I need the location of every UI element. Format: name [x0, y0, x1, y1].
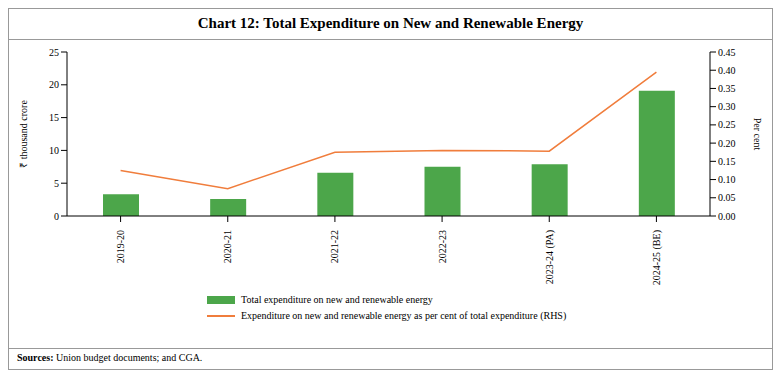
svg-text:5: 5	[54, 178, 59, 189]
svg-text:2021-22: 2021-22	[329, 230, 340, 263]
svg-text:0.00: 0.00	[718, 211, 736, 222]
html-text:Chart 12: Total Expenditure on: Chart 12: Total Expenditure on New and R…	[197, 15, 584, 31]
svg-text:0.40: 0.40	[718, 65, 736, 76]
svg-text:0: 0	[54, 211, 59, 222]
svg-text:0.35: 0.35	[718, 83, 736, 94]
svg-text:0.30: 0.30	[718, 101, 736, 112]
svg-text:0.45: 0.45	[718, 47, 736, 58]
svg-text:25: 25	[49, 47, 59, 58]
svg-text:Per cent: Per cent	[752, 118, 763, 151]
svg-text:0.20: 0.20	[718, 138, 736, 149]
svg-text:2022-23: 2022-23	[437, 230, 448, 263]
html-text:Expenditure on new and renewab: Expenditure on new and renewable energy …	[241, 310, 567, 321]
svg-text:2019-20: 2019-20	[115, 230, 126, 263]
html-text:Total expenditure on new and r: Total expenditure on new and renewable e…	[241, 294, 433, 305]
svg-text:2023-24 (PA): 2023-24 (PA)	[544, 230, 556, 284]
svg-text:₹ thousand crore: ₹ thousand crore	[18, 100, 29, 168]
svg-text:0.25: 0.25	[718, 119, 736, 130]
svg-text:0.10: 0.10	[718, 174, 736, 185]
svg-text:0.05: 0.05	[718, 192, 736, 203]
svg-text:15: 15	[49, 112, 59, 123]
svg-text:20: 20	[49, 79, 59, 90]
svg-text:2020-21: 2020-21	[222, 230, 233, 263]
svg-text:2024-25 (BE): 2024-25 (BE)	[651, 230, 663, 285]
svg-text:10: 10	[49, 145, 59, 156]
svg-text:0.15: 0.15	[718, 156, 736, 167]
html-text:Sources: Union budget document: Sources: Union budget documents; and CGA…	[17, 352, 203, 363]
